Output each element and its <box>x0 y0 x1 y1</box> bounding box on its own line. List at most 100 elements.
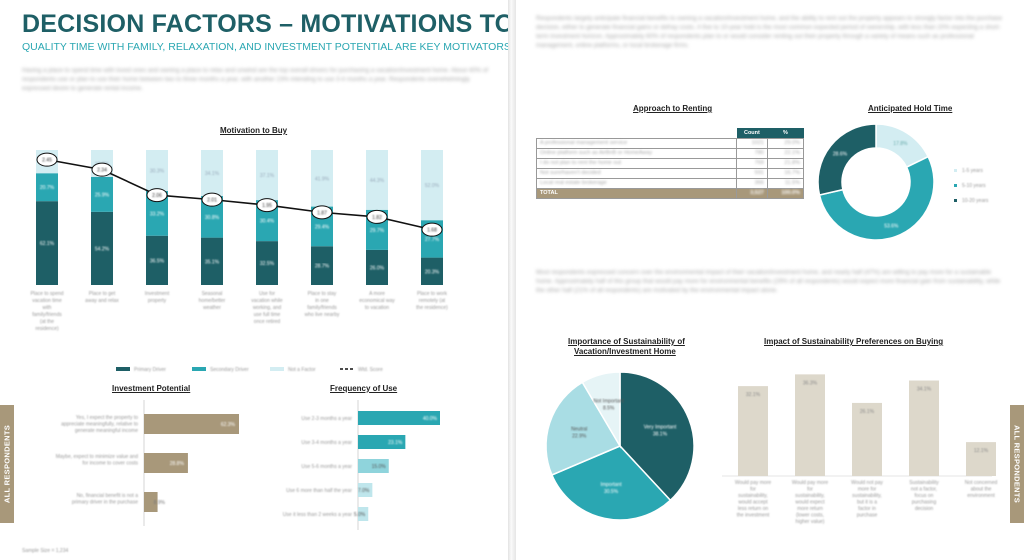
category-label: economical way <box>359 298 395 304</box>
data-label: 35.1% <box>205 259 220 265</box>
data-label: 29.7% <box>370 228 385 234</box>
score-label: 1.95 <box>262 203 272 209</box>
category-label: away and relax <box>85 298 119 304</box>
data-label: 34.1% <box>205 171 220 177</box>
category-label: Would not pay <box>851 480 883 486</box>
category-label: Seasonal <box>202 291 223 297</box>
table-total-label: TOTAL <box>536 187 737 199</box>
category-label: Place to stay <box>308 291 337 297</box>
footer-note: Sample Size = 1,234 <box>22 548 69 554</box>
data-label: 32.5% <box>260 261 275 267</box>
sustainability-importance-title-2: Vacation/Investment Home <box>574 347 676 356</box>
page-title: DECISION FACTORS – MOTIVATIONS TO BUY <box>22 10 508 38</box>
bar-segment-not-a-factor <box>421 150 443 221</box>
legend-label: Secondary Driver <box>210 367 249 373</box>
score-label: 1.87 <box>317 210 327 216</box>
table-cell-percent: 11.5% <box>766 177 805 189</box>
sustainability-paragraph: Most respondents expressed concern over … <box>536 269 1001 294</box>
category-label: Place to work <box>417 291 448 297</box>
data-label: 52.0% <box>425 183 440 189</box>
side-tab-right: ALL RESPONDENTS <box>1010 405 1024 523</box>
category-label: family/friends <box>32 312 62 318</box>
data-label: 28.8% <box>170 461 185 467</box>
score-marker <box>366 209 388 224</box>
bar-segment-not-a-factor <box>256 150 278 201</box>
data-label: 26.0% <box>370 265 385 271</box>
impact-bar <box>852 402 882 476</box>
data-label: 40.0% <box>423 416 438 422</box>
pie-slice <box>550 445 672 521</box>
data-label: 30.4% <box>260 219 275 225</box>
category-label: sustainability, <box>795 493 825 499</box>
data-label: 62.1% <box>40 241 55 247</box>
bar-segment-not-a-factor <box>201 150 223 197</box>
legend-swatch <box>954 199 957 202</box>
donut-slice <box>818 155 935 241</box>
data-label: 33.2% <box>150 211 165 217</box>
slice-label: Not Important <box>594 399 625 405</box>
category-label: Use it less than 2 weeks a year <box>283 512 353 518</box>
frequency-bar <box>358 459 389 473</box>
legend-swatch <box>270 367 284 371</box>
table-cell-percent: 21.8% <box>766 157 805 169</box>
category-label: once retired <box>254 319 281 325</box>
hold-time-chart: 17.8% 53.6% 28.6% 1-5 years 5-10 years 10-20 … <box>817 123 989 241</box>
table-row: Not sure/haven't decided 591 16.7% <box>536 167 805 179</box>
category-label: sustainability, <box>852 493 882 499</box>
category-label: No, financial benefit is not a <box>77 493 139 499</box>
table-header-percent: % <box>767 128 804 138</box>
slice-label: Very Important <box>644 424 677 430</box>
category-label: the investment <box>737 513 770 519</box>
category-label: Use 5-6 months a year <box>301 464 352 470</box>
category-label: Place to spend <box>30 291 63 297</box>
table-cell-count: 780 <box>736 147 768 159</box>
category-label: environment <box>967 493 995 499</box>
category-label: Maybe, expect to minimize value and <box>56 454 138 460</box>
category-label: appreciate meaningfully, relative to <box>61 422 138 428</box>
renting-paragraph: Respondents largely anticipate financial… <box>536 15 1003 49</box>
category-label: for income to cover costs <box>82 461 138 467</box>
category-label: (lower costs, <box>796 513 824 519</box>
category-label: working, and <box>253 305 282 311</box>
data-label: 30.3% <box>150 168 165 174</box>
page-subtitle: QUALITY TIME WITH FAMILY, RELAXATION, AN… <box>22 41 508 53</box>
score-label: 2.01 <box>207 198 217 204</box>
table-header-count: Count <box>736 128 768 138</box>
sustainability-impact-chart: 32.1%Would pay moreforsustainability,wou… <box>722 374 997 525</box>
table-cell-percent: 22.1% <box>766 147 805 159</box>
category-label: purchasing <box>912 500 937 506</box>
bar-segment-primary-driver <box>201 237 223 285</box>
category-label: sustainability, <box>738 493 768 499</box>
slice-label: Neutral <box>571 427 587 433</box>
investment-chart-title: Investment Potential <box>112 384 191 393</box>
sustainability-impact-title: Impact of Sustainability Preferences on … <box>764 337 944 346</box>
legend-swatch <box>116 367 130 371</box>
category-label: but it is a <box>857 500 877 506</box>
table-cell-label: I do not plan to rent the home out <box>536 157 737 169</box>
table-row: A professional management service 1021 2… <box>536 137 805 149</box>
frequency-bar <box>358 507 369 521</box>
side-tab-label-right: ALL RESPONDENTS <box>1012 424 1022 504</box>
table-total-count: 3,527 <box>736 187 768 199</box>
data-label: 20.3% <box>425 269 440 275</box>
investment-bar <box>144 492 158 512</box>
category-label: Investment <box>145 291 170 297</box>
data-label: 26.1% <box>860 409 875 415</box>
data-label: 20.7% <box>40 185 55 191</box>
bar-segment-primary-driver <box>421 257 443 285</box>
data-label: 28.7% <box>315 264 330 270</box>
sustainability-importance-title-1: Importance of Sustainability of <box>568 337 685 346</box>
category-label: home/better <box>199 298 226 304</box>
data-label: 36.3% <box>803 380 818 386</box>
score-marker <box>421 222 443 237</box>
category-label: about the <box>971 487 992 493</box>
category-label: Would pay more <box>735 480 772 486</box>
category-label: more return <box>797 506 823 512</box>
bar-segment-primary-driver <box>146 235 168 285</box>
legend-label: Wtd. Score <box>358 367 383 373</box>
bar-segment-not-a-factor <box>146 150 168 191</box>
table-row: Online platform such as AirBnB or HomeAw… <box>536 147 805 159</box>
legend-label: 5-10 years <box>962 183 986 189</box>
data-label: 8.5% <box>603 406 615 412</box>
